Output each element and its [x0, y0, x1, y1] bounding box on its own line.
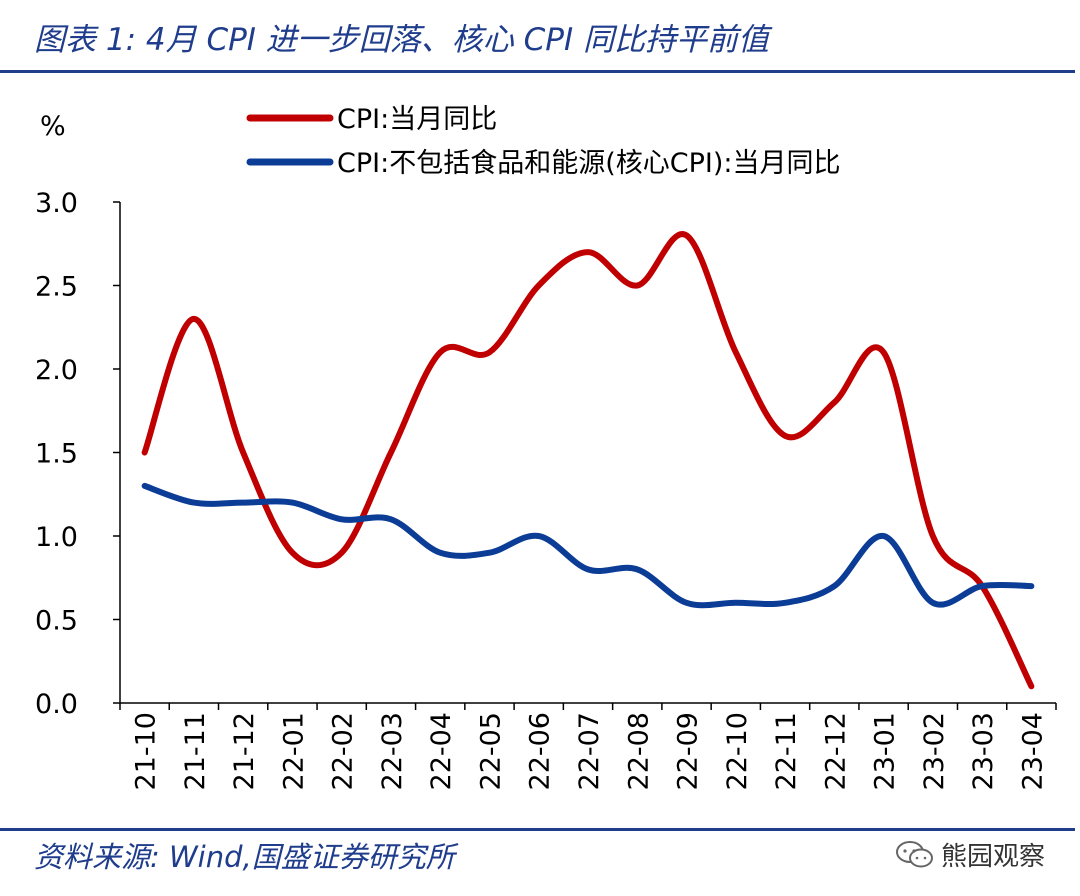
watermark: 熊园观察 — [895, 836, 1045, 873]
x-tick-label: 22-04 — [426, 712, 457, 790]
chart-title: 图表 1: 4月 CPI 进一步回落、核心 CPI 同比持平前值 — [34, 22, 769, 58]
header-rule — [0, 70, 1075, 73]
x-tick-label: 23-04 — [1017, 712, 1048, 790]
chat-bubbles-icon — [896, 840, 933, 867]
x-tick-label: 22-07 — [574, 712, 605, 790]
legend-label: CPI:当月同比 — [337, 104, 497, 135]
x-axis-ticks: 21-10 21-11 21-12 22-01 22-02 22-03 22-04 22-05… — [119, 703, 1057, 790]
y-axis-ticks: 3.0 2.5 2.0 1.5 1.0 0.5 0.0 — [35, 188, 120, 720]
x-tick-label: 23-02 — [919, 712, 950, 790]
x-tick-label: 22-05 — [475, 712, 506, 790]
line-chart: % CPI:当月同比 CPI:不包括食品和能源(核心CPI):当月同比 3.0 2.… — [35, 104, 1057, 790]
y-tick-label: 0.0 — [35, 689, 78, 720]
y-tick-label: 1.5 — [35, 439, 78, 470]
legend-label: CPI:不包括食品和能源(核心CPI):当月同比 — [337, 148, 840, 179]
x-tick-label: 21-10 — [131, 712, 162, 790]
axes — [119, 202, 1056, 704]
series-line-core-cpi — [141, 482, 1035, 609]
x-tick-label: 22-12 — [820, 712, 851, 790]
x-tick-label: 22-08 — [623, 712, 654, 790]
x-tick-label: 22-11 — [771, 712, 802, 790]
x-tick-label: 22-09 — [673, 712, 704, 790]
x-tick-label: 21-11 — [180, 712, 211, 790]
watermark-text: 熊园观察 — [941, 842, 1046, 872]
x-tick-label: 23-01 — [870, 712, 901, 790]
x-tick-label: 23-03 — [968, 712, 999, 790]
series-line-cpi — [141, 231, 1035, 690]
y-tick-label: 3.0 — [35, 188, 78, 219]
x-tick-label: 22-03 — [377, 712, 408, 790]
y-tick-label: 0.5 — [35, 606, 78, 637]
source-note: 资料来源: Wind,国盛证券研究所 — [34, 840, 455, 874]
x-tick-label: 22-01 — [278, 712, 309, 790]
y-tick-label: 1.0 — [35, 522, 78, 553]
x-tick-label: 22-06 — [525, 712, 556, 790]
x-tick-label: 21-12 — [229, 712, 260, 790]
series-lines — [141, 231, 1035, 690]
x-tick-label: 22-02 — [328, 712, 359, 790]
legend: CPI:当月同比 CPI:不包括食品和能源(核心CPI):当月同比 — [246, 104, 840, 179]
x-tick-label: 22-10 — [722, 712, 753, 790]
y-axis-unit: % — [40, 111, 66, 142]
y-tick-label: 2.0 — [35, 355, 78, 386]
footer-rule — [0, 828, 1075, 831]
y-tick-label: 2.5 — [35, 272, 78, 303]
